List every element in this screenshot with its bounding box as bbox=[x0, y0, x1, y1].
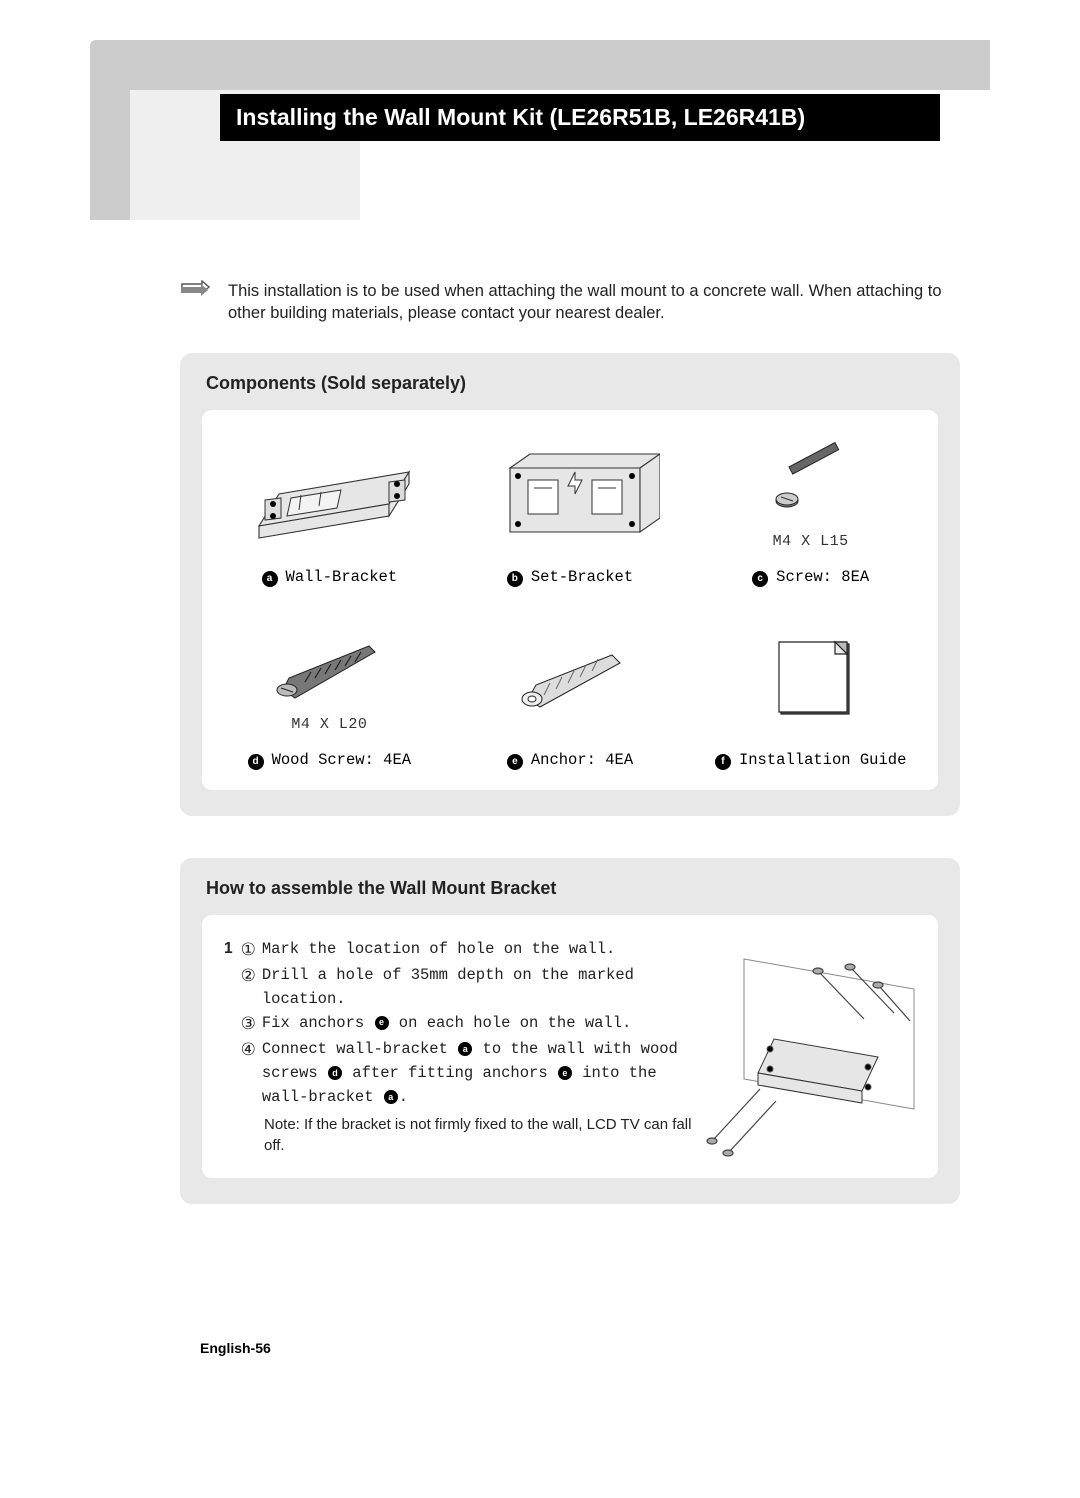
wood-screw-label: Wood Screw: 4EA bbox=[272, 751, 412, 769]
wood-screw-figure: M4 X L20 bbox=[218, 613, 441, 743]
bullet-f-icon: f bbox=[715, 754, 731, 770]
assembly-block-num: 1 bbox=[224, 937, 233, 961]
assembly-warning: Note: If the bracket is not firmly fixed… bbox=[264, 1115, 694, 1156]
components-panel: Components (Sold separately) bbox=[180, 353, 960, 816]
assembly-heading: How to assemble the Wall Mount Bracket bbox=[206, 878, 938, 899]
assembly-panel: How to assemble the Wall Mount Bracket 1… bbox=[180, 858, 960, 1204]
bullet-d-icon: d bbox=[248, 754, 264, 770]
components-row-1: a Wall-Bracket bbox=[218, 430, 922, 587]
set-bracket-label: Set-Bracket bbox=[531, 568, 633, 586]
components-heading: Components (Sold separately) bbox=[206, 373, 938, 394]
component-anchor: e Anchor: 4EA bbox=[459, 613, 682, 770]
wall-bracket-label: Wall-Bracket bbox=[286, 568, 398, 586]
component-screw: M4 X L15 c Screw: 8EA bbox=[699, 430, 922, 587]
intro-note-text: This installation is to be used when att… bbox=[228, 280, 960, 325]
components-row-2: M4 X L20 d Wood Screw: 4EA bbox=[218, 613, 922, 770]
components-grid: a Wall-Bracket bbox=[202, 410, 938, 790]
component-wood-screw: M4 X L20 d Wood Screw: 4EA bbox=[218, 613, 441, 770]
wall-bracket-figure bbox=[218, 430, 441, 560]
anchor-figure bbox=[459, 613, 682, 743]
anchor-label: Anchor: 4EA bbox=[531, 751, 633, 769]
bullet-e-icon: e bbox=[507, 754, 523, 770]
wood-screw-spec: M4 X L20 bbox=[291, 716, 367, 733]
intro-note-row: This installation is to be used when att… bbox=[180, 280, 960, 325]
bullet-b-icon: b bbox=[507, 571, 523, 587]
step-1: Mark the location of hole on the wall. bbox=[262, 937, 615, 961]
assembly-figure bbox=[674, 939, 924, 1174]
install-guide-label: Installation Guide bbox=[739, 751, 906, 769]
component-set-bracket: b Set-Bracket bbox=[459, 430, 682, 587]
screw-label: Screw: 8EA bbox=[776, 568, 869, 586]
screw-spec: M4 X L15 bbox=[773, 533, 849, 550]
assembly-steps: 1 ①Mark the location of hole on the wall… bbox=[224, 937, 694, 1156]
page-left-border bbox=[90, 40, 130, 220]
bullet-a-icon: a bbox=[262, 571, 278, 587]
step-4: Connect wall-bracket a to the wall with … bbox=[262, 1037, 694, 1109]
bullet-c-icon: c bbox=[752, 571, 768, 587]
page-top-border bbox=[90, 40, 990, 90]
page-footer: English-56 bbox=[200, 1340, 271, 1356]
note-arrow-icon bbox=[180, 280, 210, 305]
install-guide-figure bbox=[699, 613, 922, 743]
component-install-guide: f Installation Guide bbox=[699, 613, 922, 770]
content-area: This installation is to be used when att… bbox=[180, 280, 960, 1246]
component-wall-bracket: a Wall-Bracket bbox=[218, 430, 441, 587]
set-bracket-figure bbox=[459, 430, 682, 560]
step-3: Fix anchors e on each hole on the wall. bbox=[262, 1011, 631, 1035]
page-title: Installing the Wall Mount Kit (LE26R51B,… bbox=[220, 94, 940, 141]
screw-figure: M4 X L15 bbox=[699, 430, 922, 560]
assembly-body: 1 ①Mark the location of hole on the wall… bbox=[202, 915, 938, 1178]
step-2: Drill a hole of 35mm depth on the marked… bbox=[262, 963, 694, 1011]
